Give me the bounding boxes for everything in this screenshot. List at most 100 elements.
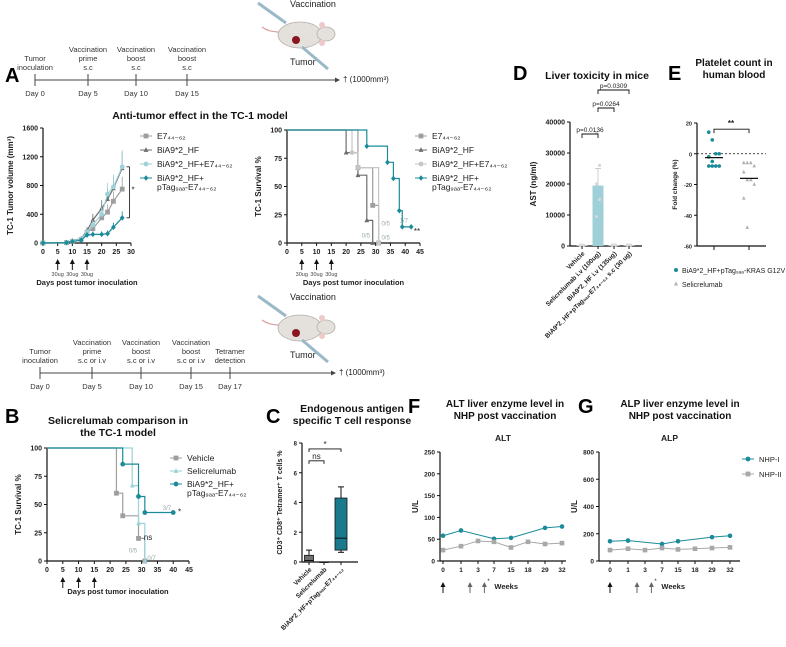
syringe-top [257, 294, 287, 318]
timeline-day-label: Day 5 [78, 89, 98, 98]
data-point [111, 184, 116, 190]
legend-marker [674, 281, 678, 286]
y-tick-label: 0 [561, 244, 565, 251]
y-tick-label: 6 [294, 471, 298, 477]
dose-arrow-icon [60, 577, 66, 582]
data-point [706, 130, 711, 135]
y-tick-label: 800 [26, 183, 38, 190]
x-tick-label: 32 [558, 567, 566, 574]
data-point [78, 237, 84, 243]
y-tick-label: -20 [684, 183, 692, 189]
data-point [542, 541, 548, 547]
mouse-body [277, 21, 323, 49]
comparison-bracket [308, 448, 342, 452]
y-tick-label: 10000 [546, 213, 566, 220]
x-tick-label: 5 [61, 567, 65, 574]
data-point [458, 528, 464, 533]
legend-label: BiA9*2_HF+E7₄₄₋₆₂ [432, 159, 508, 169]
series-line-0 [42, 188, 123, 244]
y-tick-label: 800 [583, 450, 594, 457]
legend-label: BiA9*2_HF+E7₄₄₋₆₂ [157, 159, 233, 169]
x-tick-label: 15 [83, 249, 91, 256]
data-point [370, 202, 376, 208]
tumor-dot [292, 36, 300, 44]
vaccination-label: Vaccination [290, 0, 336, 9]
data-point [597, 163, 602, 167]
data-point [709, 545, 715, 551]
mouse-head [316, 319, 336, 335]
x-tick-label: 29 [708, 567, 716, 574]
y-tick-label: 75 [34, 474, 42, 481]
data-point [119, 215, 125, 221]
data-point [741, 169, 746, 174]
data-point [710, 138, 715, 142]
timeline-event-label: s.c [131, 63, 141, 72]
timeline-event-label: s.c or i.v [78, 356, 106, 365]
y-tick-label: 400 [26, 212, 38, 219]
x-tick-label: 7 [492, 567, 496, 574]
chart-title: Endogenous antigen specific T cell respon… [293, 403, 412, 427]
panel-label-A: A [5, 65, 19, 87]
x-tick-label: 45 [416, 249, 424, 256]
dose-label: 30ug [66, 272, 78, 278]
annotation: 0/5 [381, 236, 390, 242]
dose-arrow-icon [84, 259, 90, 264]
data-point [355, 165, 361, 171]
y-tick-label: 100 [30, 446, 42, 453]
legend-marker [418, 161, 424, 167]
y-tick-label: 8 [294, 442, 298, 448]
data-point [594, 182, 599, 186]
y-tick-label: 75 [274, 156, 282, 163]
legend-marker [418, 147, 424, 152]
data-point [120, 513, 126, 519]
timeline-arrow-icon [335, 77, 340, 83]
dose-arrow-icon [76, 577, 82, 582]
data-point [105, 191, 110, 197]
data-point [625, 546, 631, 552]
data-point [713, 151, 718, 156]
data-point [370, 240, 376, 245]
timeline-event-label: Vaccination [117, 45, 155, 54]
data-point [111, 224, 116, 230]
data-point [741, 196, 746, 200]
data-point [170, 510, 176, 515]
survival-curve-1 [287, 129, 374, 243]
x-tick-label: 15 [507, 567, 515, 574]
box-2 [334, 497, 348, 551]
annotation: 0/5 [129, 548, 138, 554]
data-point [399, 224, 405, 230]
mouse-ear [319, 40, 325, 46]
annotation: ** [414, 227, 420, 236]
y-tick-label: 1600 [22, 126, 38, 133]
syringe-bottom [301, 45, 329, 71]
data-point [659, 541, 665, 547]
x-axis-label: Days post tumor inoculation [36, 278, 138, 287]
panel-label-G: G [578, 396, 594, 418]
x-tick-label: 25 [112, 249, 120, 256]
timeline-day-label: Day 15 [175, 89, 199, 98]
data-point [90, 217, 96, 222]
legend-marker [173, 455, 179, 461]
data-point [578, 243, 583, 247]
panel-label-D: D [513, 63, 527, 85]
x-tick-label: 0 [608, 567, 612, 574]
y-tick-label: 1200 [22, 154, 38, 161]
dose-arrow-icon [299, 259, 305, 264]
data-point [642, 547, 648, 553]
legend-label: BiA9*2_HF [432, 145, 474, 155]
timeline-day-label: Day 10 [124, 89, 148, 98]
x-tick-label: 0 [45, 567, 49, 574]
chart-title: ALP liver enzyme level in NHP post vaccin… [620, 399, 739, 422]
data-point [391, 175, 396, 182]
series-line-0 [442, 526, 563, 540]
data-point [508, 545, 514, 550]
section-a-title: Anti-tumor effect in the TC-1 model [112, 110, 288, 122]
timeline-event-label: Vaccination [73, 338, 111, 347]
dose-label: 30ug [296, 272, 308, 278]
x-axis-label: Weeks [494, 582, 518, 591]
legend-label: BiA9*2_HF+ pTag₉ₐₐ-E7₄₄₋₆₂ [187, 479, 247, 498]
x-tick-label: 5 [300, 249, 304, 256]
x-tick-label: 35 [387, 249, 395, 256]
x-tick-label: 7 [660, 567, 664, 574]
